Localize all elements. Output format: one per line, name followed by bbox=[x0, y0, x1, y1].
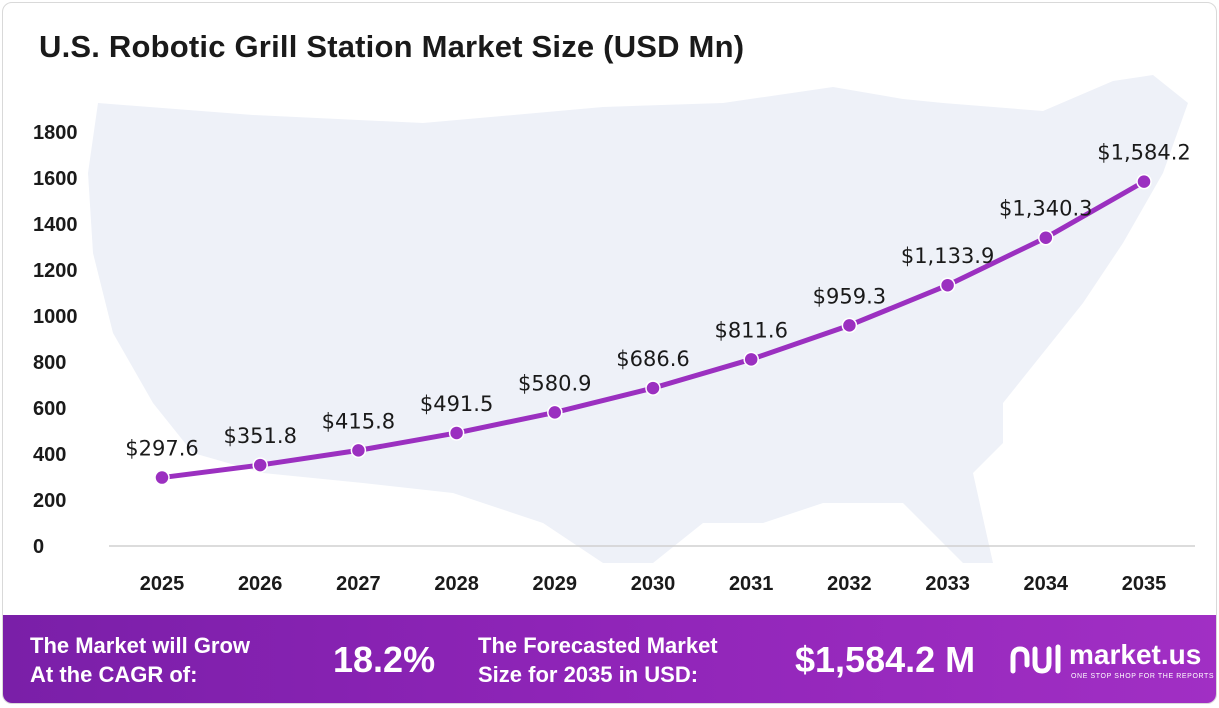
x-tick-label: 2031 bbox=[729, 573, 774, 595]
us-map-backdrop bbox=[88, 75, 1188, 563]
x-tick-label: 2026 bbox=[238, 573, 283, 595]
brand-tagline: ONE STOP SHOP FOR THE REPORTS bbox=[1071, 673, 1215, 680]
y-tick-label: 1600 bbox=[33, 168, 78, 190]
x-tick-label: 2030 bbox=[631, 573, 676, 595]
data-label: $580.9 bbox=[518, 371, 591, 395]
data-label: $686.6 bbox=[616, 347, 689, 371]
cagr-value: 18.2% bbox=[333, 639, 436, 680]
data-labels: $297.6 $351.8 $415.8 $491.5 $580.9 $686.6 $811… bbox=[125, 141, 1191, 461]
y-tick-label: 0 bbox=[33, 536, 44, 558]
x-tick-label: 2033 bbox=[925, 573, 970, 595]
cagr-label: The Market will Grow At the CAGR of: bbox=[30, 631, 250, 689]
data-point bbox=[350, 442, 367, 459]
data-point bbox=[645, 380, 661, 396]
y-tick-label: 600 bbox=[33, 398, 66, 420]
cagr-label-line1: The Market will Grow bbox=[30, 633, 251, 658]
y-tick-label: 800 bbox=[33, 352, 66, 374]
data-label: $811.6 bbox=[714, 318, 787, 342]
forecast-size-value: $1,584.2 M bbox=[795, 639, 976, 680]
y-axis: 0 200 400 600 800 1000 1200 1400 1600 1800 bbox=[33, 122, 78, 558]
chart-title: U.S. Robotic Grill Station Market Size (… bbox=[39, 29, 745, 64]
data-label: $959.3 bbox=[813, 284, 886, 308]
x-tick-label: 2028 bbox=[434, 573, 479, 595]
data-label: $297.6 bbox=[125, 437, 198, 461]
data-label: $491.5 bbox=[420, 392, 493, 416]
data-label: $1,133.9 bbox=[901, 244, 995, 268]
x-tick-label: 2029 bbox=[533, 573, 578, 595]
cagr-label-line2: At the CAGR of: bbox=[30, 662, 198, 687]
y-tick-label: 1200 bbox=[33, 260, 78, 282]
x-axis: 2025 2026 2027 2028 2029 2030 2031 2032 2033 2034… bbox=[140, 573, 1167, 595]
y-tick-label: 200 bbox=[33, 490, 66, 512]
x-tick-label: 2027 bbox=[336, 573, 381, 595]
data-label: $1,584.2 bbox=[1097, 141, 1191, 165]
y-tick-label: 400 bbox=[33, 444, 66, 466]
data-point bbox=[252, 457, 268, 473]
forecast-size-label-line1: The Forecasted Market bbox=[478, 633, 718, 658]
market-us-logo[interactable]: market.us ONE STOP SHOP FOR THE REPORTS bbox=[1009, 639, 1214, 685]
data-point bbox=[448, 425, 465, 441]
x-tick-label: 2025 bbox=[140, 573, 185, 595]
x-tick-label: 2034 bbox=[1024, 573, 1069, 595]
data-label: $351.8 bbox=[223, 424, 296, 448]
data-point bbox=[939, 277, 956, 293]
data-point bbox=[743, 351, 759, 368]
data-points bbox=[154, 173, 1152, 486]
data-point bbox=[841, 317, 858, 334]
brand-name: market.us bbox=[1069, 639, 1202, 670]
data-label: $415.8 bbox=[322, 409, 395, 433]
data-point bbox=[1136, 173, 1152, 190]
forecast-size-label: The Forecasted Market Size for 2035 in U… bbox=[478, 631, 718, 689]
x-tick-label: 2035 bbox=[1122, 573, 1167, 595]
data-point bbox=[1038, 229, 1054, 246]
y-tick-label: 1000 bbox=[33, 306, 78, 328]
market-us-logo-icon bbox=[1010, 644, 1061, 674]
y-tick-label: 1400 bbox=[33, 214, 78, 236]
data-label: $1,340.3 bbox=[999, 197, 1093, 221]
data-point bbox=[154, 469, 170, 486]
x-tick-label: 2032 bbox=[827, 573, 872, 595]
y-tick-label: 1800 bbox=[33, 122, 78, 144]
footer-banner: The Market will Grow At the CAGR of: 18.… bbox=[3, 615, 1216, 703]
forecast-size-label-line2: Size for 2035 in USD: bbox=[478, 662, 699, 687]
data-point bbox=[547, 404, 563, 421]
